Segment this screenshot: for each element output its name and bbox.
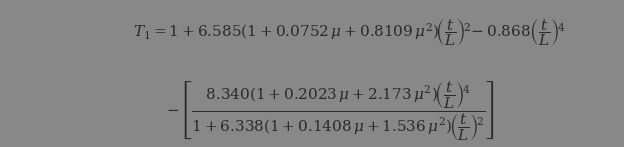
Text: $T_1 =1+6.585\left(1+0.0752\,\mu +0.8109\,\mu^2\right)\!\left(\dfrac{t}{L}\right: $T_1 =1+6.585\left(1+0.0752\,\mu +0.8109… [134, 17, 565, 48]
Text: $-\left[\dfrac{8.340\left(1+0.2023\,\mu +2.173\,\mu^2\right)\!\left(\dfrac{t}{L}: $-\left[\dfrac{8.340\left(1+0.2023\,\mu … [167, 79, 495, 142]
